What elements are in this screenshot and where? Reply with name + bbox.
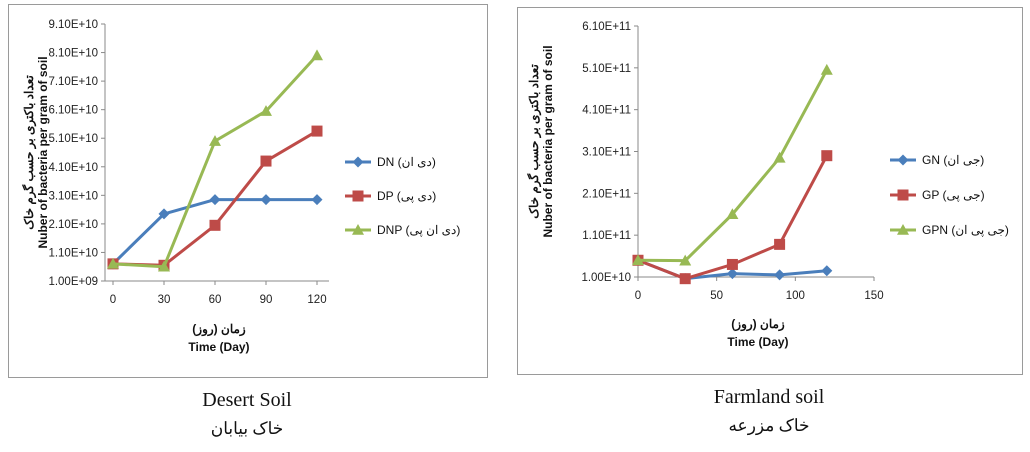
x-tick-label: 150 [864, 290, 883, 302]
chart-desert-svg: 9.10E+10 8.10E+10 7.10E+10 6.10E+10 5.10E+10… [21, 19, 460, 354]
data-point-0-4 [821, 265, 833, 277]
chart-panel-desert: 9.10E+10 8.10E+10 7.10E+10 6.10E+10 5.10E+10… [8, 4, 488, 378]
legend-marker [897, 224, 909, 235]
y-tick-label: 2.10E+10 [48, 219, 98, 231]
x-axis-title-en: Time (Day) [727, 335, 788, 349]
y-tick-label: 8.10E+10 [48, 48, 98, 60]
data-point-0-3 [260, 194, 272, 206]
legend-label-1: DP (دی پی) [377, 189, 436, 203]
data-point-1-2 [726, 258, 738, 270]
data-point-0-3 [774, 269, 786, 281]
y-tick-label: 6.10E+10 [48, 105, 98, 117]
y-tick-label: 5.10E+10 [48, 133, 98, 145]
legend-label-0: DN (دی ان) [377, 155, 436, 169]
x-axis-title-en: Time (Day) [188, 340, 249, 354]
data-point-0-2 [209, 194, 221, 206]
y-axis-title-en: Nuber of bacteria per gram of soil [36, 56, 50, 248]
legend-label-0: GN (جی ان) [922, 153, 984, 167]
data-point-2-1 [158, 260, 170, 272]
x-tick-label: 60 [209, 294, 222, 306]
y-tick-label: 3.10E+11 [582, 147, 631, 159]
y-axis-title-fa: تعداد باکتری بر حسب گرم خاک [21, 75, 37, 230]
series-line-0 [111, 198, 317, 265]
caption-farmland-en: Farmland soil [713, 386, 825, 408]
legend-marker [897, 189, 909, 201]
x-axis-title-fa: زمان (روز) [731, 317, 785, 332]
y-tick-label: 3.10E+10 [48, 190, 98, 202]
data-point-1-3 [774, 238, 786, 250]
data-point-2-2 [209, 135, 221, 146]
y-tick-label: 1.00E+10 [581, 272, 631, 284]
legend-label-2: DNP (دی ان پی) [377, 223, 460, 237]
data-point-2-0 [107, 257, 119, 269]
legend-marker [897, 154, 909, 166]
x-tick-label: 0 [110, 294, 116, 306]
series-line-2 [637, 69, 829, 263]
y-tick-label: 2.10E+11 [582, 188, 631, 200]
data-point-0-4 [311, 194, 323, 206]
chart-farmland-svg: 6.10E+11 5.10E+11 4.10E+11 3.10E+11 2.10E+11… [526, 21, 1009, 349]
x-tick-label: 90 [260, 294, 273, 306]
y-tick-label: 6.10E+11 [582, 21, 631, 33]
data-point-2-2 [726, 208, 739, 220]
data-point-1-2 [209, 219, 221, 231]
data-point-2-3 [260, 105, 272, 116]
data-point-2-4 [820, 63, 833, 75]
data-point-0-2 [726, 268, 738, 280]
y-tick-label: 4.10E+11 [582, 105, 631, 117]
legend-marker [352, 224, 364, 235]
y-tick-label: 4.10E+10 [48, 162, 98, 174]
data-point-2-4 [311, 49, 323, 61]
data-point-0-1 [158, 208, 170, 220]
x-tick-label: 50 [710, 290, 723, 302]
x-tick-label: 120 [307, 294, 326, 306]
y-tick-label: 7.10E+10 [48, 76, 98, 88]
data-point-2-0 [632, 254, 644, 266]
x-tick-label: 0 [635, 290, 641, 302]
y-tick-label: 5.10E+11 [582, 63, 631, 75]
x-tick-label: 100 [786, 290, 805, 302]
legend-marker [352, 156, 364, 168]
y-tick-label: 1.00E+09 [48, 276, 98, 288]
x-tick-label: 30 [158, 294, 171, 306]
data-point-1-3 [260, 155, 272, 167]
y-tick-label: 9.10E+10 [48, 19, 98, 31]
data-point-2-3 [773, 151, 786, 163]
data-point-1-4 [311, 125, 323, 137]
chart-panel-farmland: 6.10E+11 5.10E+11 4.10E+11 3.10E+11 2.10E+11… [517, 7, 1023, 375]
y-tick-label: 1.10E+10 [48, 247, 98, 259]
x-axis-title-fa: زمان (روز) [192, 322, 246, 337]
y-tick-label: 1.10E+11 [582, 230, 631, 242]
data-point-1-4 [821, 150, 833, 162]
y-axis-title-fa: تعداد باکتری بر حسب گرم خاک [526, 64, 542, 219]
legend-marker [352, 190, 364, 202]
caption-farmland-fa: خاک مزرعه [728, 416, 810, 435]
caption-desert-en: Desert Soil [202, 389, 292, 411]
y-axis-title-en: Nuber of bacteria per gram of soil [541, 45, 555, 237]
data-point-1-1 [679, 273, 691, 285]
legend-label-2: GPN (جی پی ان) [922, 223, 1009, 237]
legend-label-1: GP (جی پی) [922, 188, 985, 202]
data-point-2-1 [679, 254, 692, 266]
caption-desert-fa: خاک بیابان [210, 419, 284, 438]
